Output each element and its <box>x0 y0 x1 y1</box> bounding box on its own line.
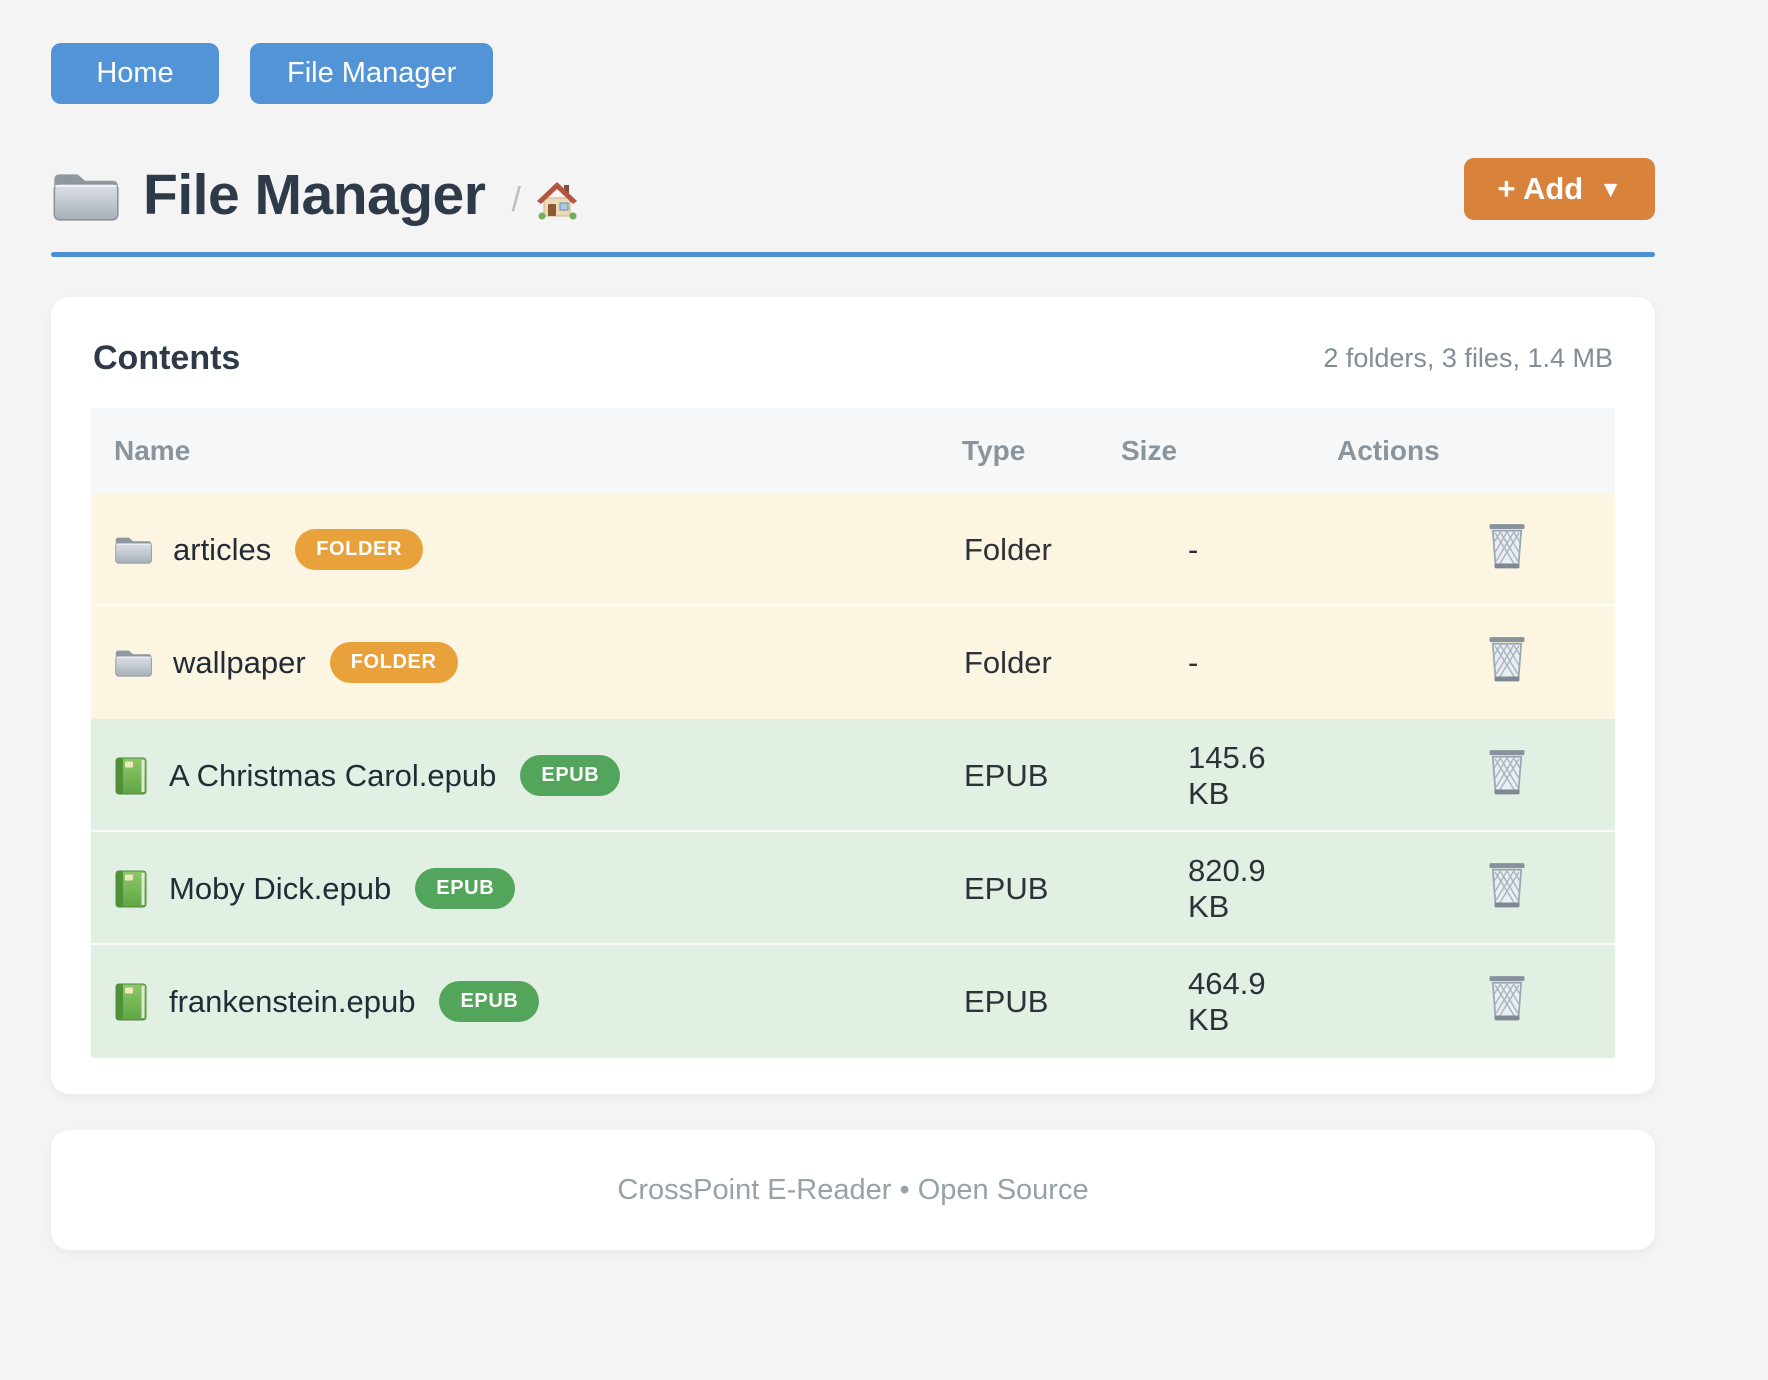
file-name[interactable]: Moby Dick.epub <box>169 870 392 906</box>
card-title: Contents <box>93 339 241 377</box>
file-name[interactable]: frankenstein.epub <box>169 983 416 1019</box>
actions-cell <box>1313 748 1615 804</box>
add-button-label: + Add <box>1497 171 1584 206</box>
table-row: articles FOLDER Folder - <box>91 493 1615 606</box>
file-size: 464.9 KB <box>1188 965 1266 1037</box>
folder-icon <box>114 534 152 565</box>
column-header-name: Name <box>114 434 191 466</box>
trash-icon <box>1485 784 1529 799</box>
delete-button[interactable] <box>1485 974 1529 1022</box>
footer: CrossPoint E-Reader • Open Source <box>51 1130 1655 1250</box>
folder-badge: FOLDER <box>295 529 424 570</box>
column-header-type: Type <box>962 434 1026 466</box>
table-header-row: Name Type Size Actions <box>91 408 1615 493</box>
file-table: Name Type Size Actions articles FOLDER F… <box>91 408 1615 1058</box>
book-icon <box>114 757 148 795</box>
file-type: Folder <box>964 644 1052 680</box>
epub-badge: EPUB <box>415 868 516 909</box>
footer-text: CrossPoint E-Reader • Open Source <box>617 1173 1089 1206</box>
folder-name[interactable]: wallpaper <box>173 644 306 680</box>
book-icon <box>114 983 148 1021</box>
file-type: EPUB <box>964 757 1049 793</box>
column-header-actions: Actions <box>1337 434 1440 466</box>
title-row: File Manager / + Add ▼ <box>51 158 1655 228</box>
folder-icon <box>51 168 119 223</box>
nav-file-manager-button[interactable]: File Manager <box>250 43 494 104</box>
table-row: Moby Dick.epub EPUB EPUB 820.9 KB <box>91 830 1615 945</box>
actions-cell <box>1313 635 1615 691</box>
file-size: 145.6 KB <box>1188 739 1266 811</box>
top-nav: Home File Manager <box>51 0 1655 104</box>
file-type: EPUB <box>964 983 1049 1019</box>
name-cell: wallpaper FOLDER <box>91 642 933 683</box>
trash-icon <box>1485 897 1529 912</box>
epub-badge: EPUB <box>439 981 540 1022</box>
folder-icon <box>114 647 152 678</box>
title-divider <box>51 252 1655 257</box>
folder-name[interactable]: articles <box>173 531 272 567</box>
table-row: frankenstein.epub EPUB EPUB 464.9 KB <box>91 943 1615 1058</box>
page: Home File Manager File Manager / + Add ▼… <box>51 0 1655 1250</box>
file-name[interactable]: A Christmas Carol.epub <box>169 757 497 793</box>
breadcrumb-separator: / <box>511 180 521 219</box>
home-icon[interactable] <box>535 178 579 222</box>
contents-card: Contents 2 folders, 3 files, 1.4 MB Name… <box>51 297 1655 1094</box>
name-cell: articles FOLDER <box>91 529 933 570</box>
card-header: Contents 2 folders, 3 files, 1.4 MB <box>91 339 1615 378</box>
file-size: - <box>1188 531 1199 567</box>
file-type: EPUB <box>964 870 1049 906</box>
column-header-size: Size <box>1121 434 1178 466</box>
trash-icon <box>1485 671 1529 686</box>
delete-button[interactable] <box>1485 522 1529 570</box>
file-type: Folder <box>964 531 1052 567</box>
actions-cell <box>1313 974 1615 1030</box>
table-row: wallpaper FOLDER Folder - <box>91 604 1615 719</box>
epub-badge: EPUB <box>520 755 621 796</box>
delete-button[interactable] <box>1485 748 1529 796</box>
contents-summary: 2 folders, 3 files, 1.4 MB <box>1323 343 1613 373</box>
folder-badge: FOLDER <box>329 642 458 683</box>
nav-home-button[interactable]: Home <box>51 43 219 104</box>
table-row: A Christmas Carol.epub EPUB EPUB 145.6 K… <box>91 719 1615 832</box>
book-icon <box>114 870 148 908</box>
name-cell: Moby Dick.epub EPUB <box>91 868 933 909</box>
file-size: 820.9 KB <box>1188 852 1266 924</box>
page-title: File Manager <box>143 163 486 227</box>
name-cell: frankenstein.epub EPUB <box>91 981 933 1022</box>
delete-button[interactable] <box>1485 635 1529 683</box>
trash-icon <box>1485 1010 1529 1025</box>
actions-cell <box>1313 522 1615 578</box>
trash-icon <box>1485 558 1529 573</box>
file-size: - <box>1188 644 1199 680</box>
delete-button[interactable] <box>1485 861 1529 909</box>
caret-down-icon: ▼ <box>1599 175 1622 202</box>
actions-cell <box>1313 861 1615 917</box>
add-button[interactable]: + Add ▼ <box>1464 158 1655 220</box>
name-cell: A Christmas Carol.epub EPUB <box>91 755 933 796</box>
